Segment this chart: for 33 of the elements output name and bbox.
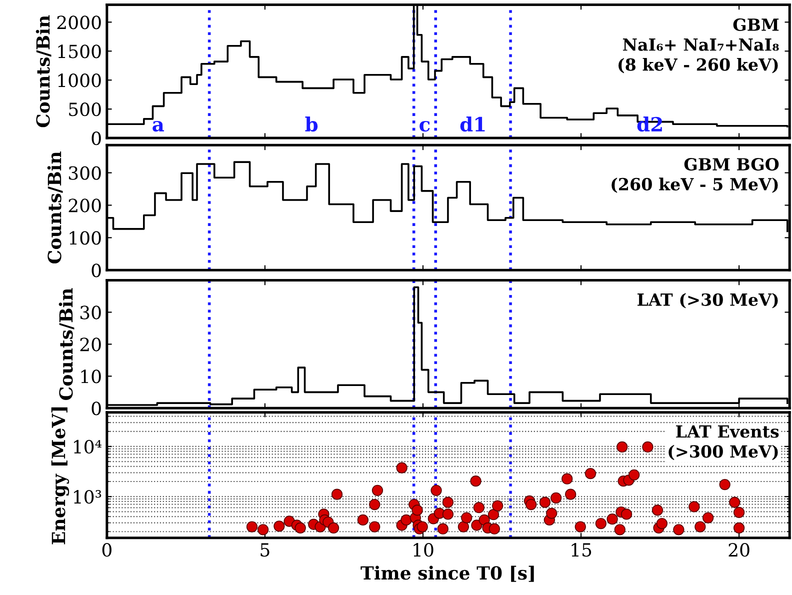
annotation: LAT Events (>300 MeV)	[668, 425, 779, 460]
y-tick-label: 1500	[58, 44, 101, 58]
annotation: GBM NaI₆+ NaI₇+NaI₈ (8 keV - 260 keV)	[618, 18, 779, 74]
x-tick-label: 20	[728, 543, 750, 557]
y-tick-label: 500	[69, 102, 101, 116]
y-axis-title: Counts/Bin	[47, 152, 63, 264]
y-tick-label: 0	[92, 132, 101, 146]
y-tick-label: 10³	[74, 490, 102, 504]
y-axis-title: Counts/Bin	[36, 15, 52, 128]
y-axis-title: Counts/Bin	[58, 288, 74, 400]
x-tick-label: 15	[572, 543, 592, 557]
y-tick-label: 30	[80, 306, 101, 320]
x-axis-title: Time since T0 [s]	[360, 566, 534, 582]
annotation: a	[152, 120, 164, 132]
y-axis-title: Energy [MeV]	[51, 407, 70, 544]
y-tick-label: 10⁴	[74, 440, 102, 454]
y-tick-label: 10	[81, 370, 101, 384]
x-tick-label: 5	[260, 543, 270, 557]
y-tick-label: 1000	[58, 74, 101, 88]
x-tick-label: 10	[414, 543, 434, 557]
annotation: GBM BGO (260 keV - 5 MeV)	[612, 158, 779, 193]
y-tick-label: 100	[70, 231, 101, 245]
annotation: LAT (>30 MeV)	[638, 293, 778, 308]
y-tick-label: 0	[92, 264, 101, 278]
y-tick-label: 2000	[57, 16, 101, 30]
y-tick-label: 0	[92, 402, 101, 416]
y-tick-label: 20	[80, 338, 101, 352]
annotation: d1	[460, 116, 485, 132]
annotation: c	[420, 120, 430, 132]
y-tick-label: 200	[68, 198, 101, 212]
x-tick-label: 0	[102, 543, 112, 557]
annotation: b	[305, 116, 318, 132]
y-tick-label: 300	[68, 166, 101, 180]
